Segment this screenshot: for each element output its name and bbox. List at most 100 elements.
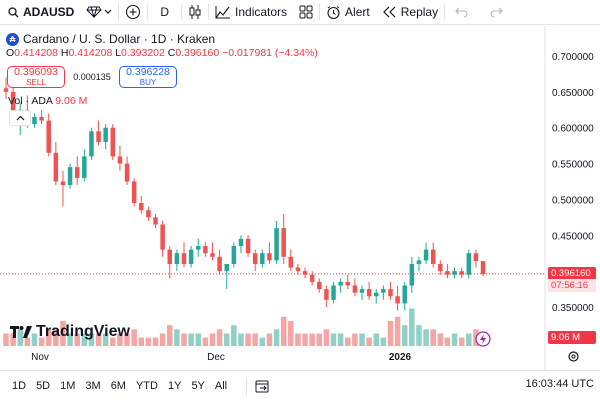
candle-body xyxy=(331,285,336,300)
candle-body xyxy=(438,263,443,272)
symbol-search-button[interactable]: ADAUSD xyxy=(0,0,80,25)
undo-button[interactable] xyxy=(445,0,479,25)
candle-body xyxy=(153,217,158,225)
range-button-1m[interactable]: 1M xyxy=(60,379,76,392)
legend-title[interactable]: Cardano / U. S. Dollar · 1D · Kraken xyxy=(23,32,216,46)
candle-body xyxy=(74,167,80,178)
range-button-5d[interactable]: 5D xyxy=(36,379,51,392)
candle-body xyxy=(195,246,201,250)
candle-body xyxy=(480,261,486,275)
tradingview-watermark[interactable]: TradingView xyxy=(10,323,130,341)
volume-tag: 9.06 M xyxy=(548,331,596,344)
volume-bar xyxy=(423,329,429,346)
low-label: L xyxy=(115,47,122,59)
candle-body xyxy=(174,253,180,264)
candle-body xyxy=(302,271,308,275)
candle-body xyxy=(167,249,173,264)
goto-date-button[interactable] xyxy=(246,376,270,395)
buy-button[interactable]: 0.396228 BUY xyxy=(119,66,177,88)
redo-icon xyxy=(489,6,503,18)
volume-bar xyxy=(394,316,401,346)
volume-bar xyxy=(188,333,194,346)
indicators-icon xyxy=(215,5,231,19)
gear-icon[interactable] xyxy=(567,350,580,368)
price-axis-label: 0.550000 xyxy=(552,160,594,171)
toolbar-divider xyxy=(118,4,120,20)
volume-bar xyxy=(259,337,266,346)
replay-button[interactable]: Replay xyxy=(376,0,444,25)
toolbar-divider xyxy=(147,4,149,20)
candle-body xyxy=(181,253,187,264)
volume-legend-value: 9.06 M xyxy=(55,95,88,107)
tradingview-wordmark: TradingView xyxy=(36,323,130,340)
layouts-button[interactable] xyxy=(293,0,319,25)
range-button-5y[interactable]: 5Y xyxy=(191,379,205,392)
volume-bar xyxy=(387,321,394,346)
candle-body xyxy=(338,281,343,286)
indicators-button[interactable]: Indicators xyxy=(209,0,293,25)
close-value: 0.396160 xyxy=(175,47,220,59)
candle-body xyxy=(473,253,479,262)
candle-body xyxy=(288,256,294,268)
alert-button[interactable]: Alert xyxy=(320,0,376,25)
chart-type-button[interactable] xyxy=(182,0,208,25)
volume-bar xyxy=(345,337,351,346)
range-button-1y[interactable]: 1Y xyxy=(167,379,182,392)
time-axis-label: 2026 xyxy=(389,352,412,363)
candle-body xyxy=(423,249,429,261)
range-button-1d[interactable]: 1D xyxy=(12,379,27,392)
compare-symbol-button[interactable] xyxy=(119,0,147,25)
candle-body xyxy=(260,253,265,264)
volume-bar xyxy=(159,333,166,346)
candle-body xyxy=(124,163,130,182)
chart-pane[interactable]: 0.700000 0.650000 0.600000 0.550000 0.500000… xyxy=(0,26,600,370)
date-range-list: 1D 5D 1M 3M 6M YTD 1Y 5Y All xyxy=(0,380,232,392)
volume-bar xyxy=(81,333,88,346)
sell-button[interactable]: 0.396093 SELL xyxy=(7,66,65,88)
candle-body xyxy=(231,246,237,264)
candle-body xyxy=(203,246,208,254)
candle-body xyxy=(39,116,44,121)
volume-bar xyxy=(31,333,38,346)
toolbar-divider xyxy=(444,4,446,20)
diamond-icon xyxy=(86,6,102,18)
last-price-tag: 0.396160 xyxy=(548,267,596,280)
range-button-all[interactable]: All xyxy=(214,379,228,392)
candle-body xyxy=(217,256,222,272)
candle-body xyxy=(317,281,322,290)
price-chart[interactable]: 0.700000 0.650000 0.600000 0.550000 0.500000… xyxy=(0,26,600,370)
volume-bar xyxy=(359,333,365,346)
volume-bar xyxy=(266,333,273,346)
candle-body xyxy=(416,260,422,264)
utc-clock[interactable]: 16:03:44 UTC xyxy=(525,378,594,390)
candle-body xyxy=(224,263,229,272)
candle-body xyxy=(160,224,165,250)
volume-bar xyxy=(352,333,358,346)
collapse-legend-button[interactable] xyxy=(9,110,31,126)
spread-value: 0.000135 xyxy=(73,72,111,82)
volume-bar xyxy=(380,337,387,346)
range-button-3m[interactable]: 3M xyxy=(85,379,101,392)
trade-panel: 0.396093 SELL 0.000135 0.396228 BUY xyxy=(7,66,177,88)
volume-bar xyxy=(3,333,9,346)
sell-label: SELL xyxy=(26,77,46,87)
range-button-ytd[interactable]: YTD xyxy=(135,379,158,392)
interval-button[interactable]: D xyxy=(148,0,181,25)
bar-countdown-tag: 07:56:16 xyxy=(548,279,596,292)
candle-body xyxy=(309,274,315,282)
candle-body xyxy=(373,292,379,297)
symbol-diamond-dropdown[interactable] xyxy=(80,0,118,25)
calendar-arrow-icon xyxy=(255,379,270,393)
volume-bar xyxy=(416,325,422,346)
candle-body xyxy=(430,249,436,264)
candle-body xyxy=(110,127,116,157)
redo-button[interactable] xyxy=(479,0,513,25)
candle-body xyxy=(345,281,351,286)
candle-body xyxy=(67,167,73,186)
candle-body xyxy=(252,253,258,264)
volume-bar xyxy=(138,337,145,346)
candles-icon xyxy=(188,4,202,20)
range-button-6m[interactable]: 6M xyxy=(110,379,126,392)
candle-body xyxy=(46,120,51,153)
change-value: −0.017981 (−4.34%) xyxy=(222,47,318,59)
